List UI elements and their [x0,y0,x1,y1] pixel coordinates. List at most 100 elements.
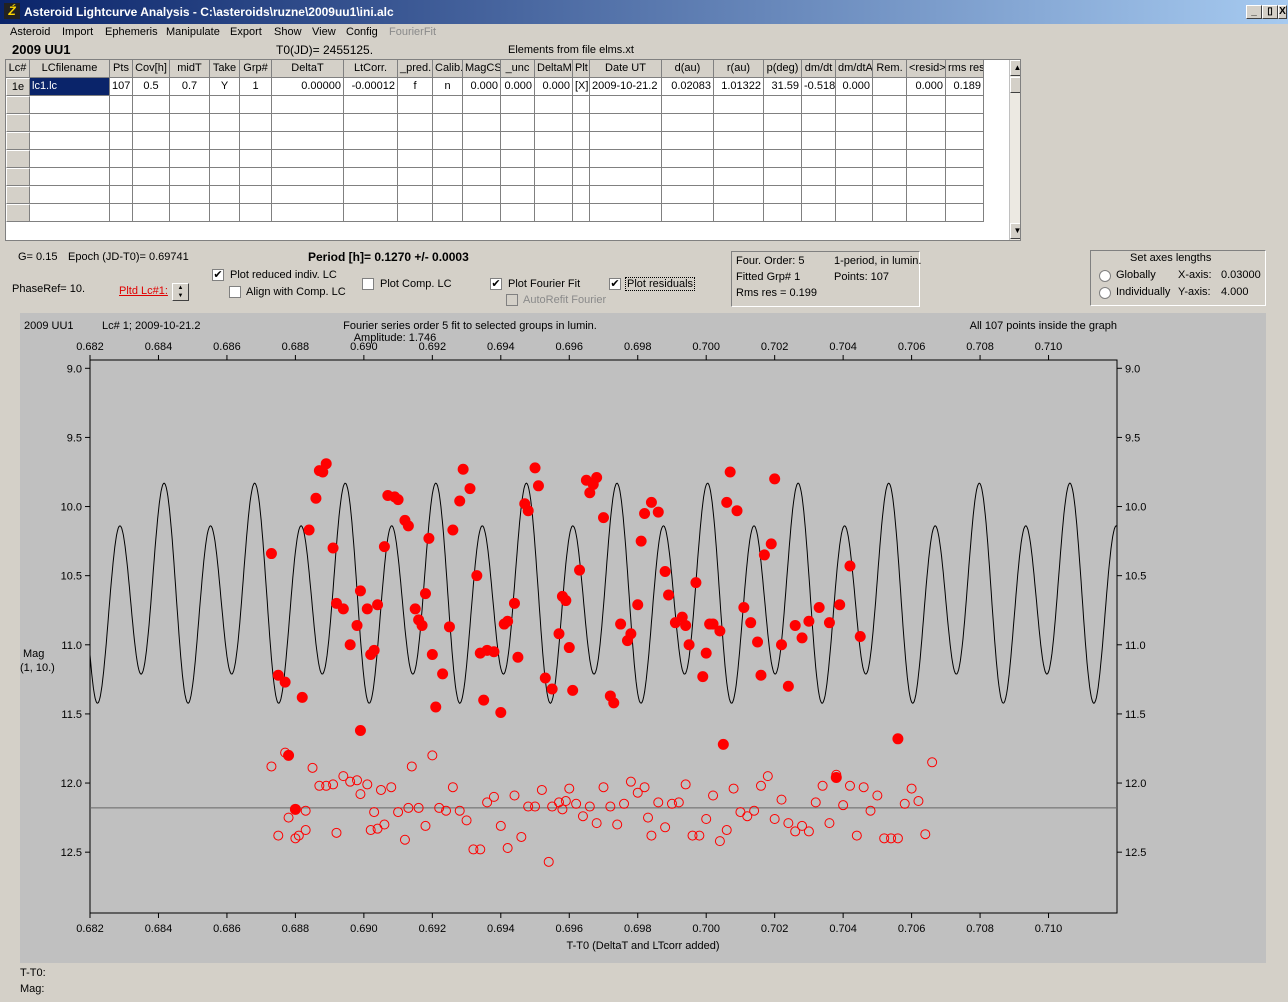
plot-fourier-checkbox[interactable]: ✔ [490,278,502,290]
table-cell[interactable] [344,150,398,168]
table-cell[interactable] [802,204,836,222]
table-cell[interactable] [802,168,836,186]
table-cell[interactable]: [X] [573,78,590,96]
close-button[interactable]: X [1278,5,1287,19]
table-cell[interactable] [714,114,764,132]
table-cell[interactable] [240,204,272,222]
table-cell[interactable] [170,168,210,186]
table-cell[interactable] [272,132,344,150]
scroll-down-icon[interactable]: ▼ [1010,223,1020,239]
table-cell[interactable] [170,186,210,204]
table-cell[interactable] [535,150,573,168]
table-cell[interactable] [240,132,272,150]
table-cell[interactable] [170,96,210,114]
table-cell[interactable] [764,114,802,132]
table-cell[interactable] [133,168,170,186]
table-cell[interactable] [433,114,463,132]
table-cell[interactable] [802,150,836,168]
column-header[interactable]: Grp# [240,60,272,78]
table-cell[interactable] [662,204,714,222]
table-cell[interactable] [573,186,590,204]
table-cell[interactable] [714,168,764,186]
table-cell[interactable] [946,132,984,150]
table-cell[interactable] [501,204,535,222]
menu-show[interactable]: Show [274,26,302,38]
table-cell[interactable] [272,204,344,222]
table-cell[interactable] [590,132,662,150]
column-header[interactable]: Pts [110,60,133,78]
column-header[interactable]: MagCS [463,60,501,78]
table-cell[interactable]: 2009-10-21.2 [590,78,662,96]
table-cell[interactable]: 107 [110,78,133,96]
table-cell[interactable] [873,78,907,96]
row-header[interactable] [6,96,30,114]
column-header[interactable]: r(au) [714,60,764,78]
scroll-up-icon[interactable]: ▲ [1010,60,1020,76]
table-cell[interactable] [170,132,210,150]
table-cell[interactable] [907,114,946,132]
plot-svg[interactable]: 2009 UU1 Lc# 1; 2009-10-21.2 Fourier ser… [20,313,1266,963]
table-cell[interactable] [714,204,764,222]
table-cell[interactable] [110,96,133,114]
column-header[interactable]: _pred. [398,60,433,78]
table-cell[interactable] [398,186,433,204]
table-cell[interactable] [170,150,210,168]
table-cell[interactable] [30,114,110,132]
table-cell[interactable] [272,150,344,168]
table-cell[interactable] [30,204,110,222]
table-cell[interactable] [240,168,272,186]
table-cell[interactable] [501,186,535,204]
table-cell[interactable] [133,132,170,150]
column-header[interactable]: <resid> [907,60,946,78]
plot-reduced-checkbox[interactable]: ✔ [212,269,224,281]
table-cell[interactable] [463,132,501,150]
column-header[interactable]: rms res [946,60,984,78]
table-cell[interactable] [210,150,240,168]
table-cell[interactable]: n [433,78,463,96]
table-cell[interactable]: 0.000 [535,78,573,96]
table-cell[interactable] [836,96,873,114]
table-cell[interactable] [398,96,433,114]
menu-config[interactable]: Config [346,26,378,38]
table-cell[interactable] [170,204,210,222]
individually-radio[interactable] [1099,287,1111,299]
table-cell[interactable] [344,96,398,114]
table-cell[interactable] [433,168,463,186]
table-cell[interactable] [501,96,535,114]
table-cell[interactable] [30,96,110,114]
spin-up-icon[interactable]: ▲ [177,285,184,291]
table-cell[interactable] [873,186,907,204]
globally-radio[interactable] [1099,270,1111,282]
table-cell[interactable] [133,96,170,114]
table-cell[interactable] [714,150,764,168]
table-cell[interactable] [836,204,873,222]
table-cell[interactable] [946,168,984,186]
table-cell[interactable] [170,114,210,132]
table-cell[interactable] [30,132,110,150]
column-header[interactable]: p(deg) [764,60,802,78]
table-cell[interactable] [764,150,802,168]
table-cell[interactable]: 0.189 [946,78,984,96]
table-cell[interactable] [433,132,463,150]
table-cell[interactable] [501,150,535,168]
row-header[interactable] [6,168,30,186]
table-cell[interactable]: 1.01322 [714,78,764,96]
menu-ephemeris[interactable]: Ephemeris [105,26,158,38]
table-cell[interactable]: 0.000 [836,78,873,96]
table-cell[interactable] [344,204,398,222]
table-cell[interactable] [873,96,907,114]
table-cell[interactable] [802,132,836,150]
table-cell[interactable] [535,168,573,186]
table-cell[interactable] [907,150,946,168]
table-cell[interactable] [662,168,714,186]
table-cell[interactable] [433,186,463,204]
table-cell[interactable] [946,114,984,132]
lc-spinner[interactable]: ▲ ▼ [172,283,189,301]
table-cell[interactable] [133,186,170,204]
table-cell[interactable] [662,186,714,204]
table-cell[interactable] [133,114,170,132]
row-header[interactable] [6,204,30,222]
table-cell[interactable] [110,186,133,204]
table-cell[interactable]: 31.59 [764,78,802,96]
table-cell[interactable] [398,168,433,186]
